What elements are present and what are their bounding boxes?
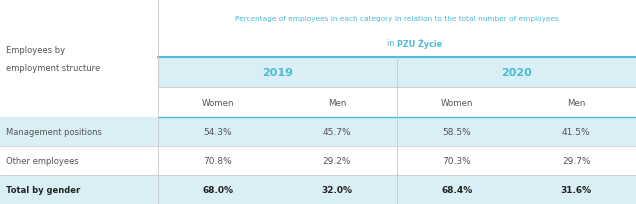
Text: 2020: 2020 bbox=[501, 68, 532, 78]
Text: 68.0%: 68.0% bbox=[202, 185, 233, 194]
Text: 45.7%: 45.7% bbox=[322, 127, 352, 136]
Text: 58.5%: 58.5% bbox=[442, 127, 471, 136]
Text: 70.3%: 70.3% bbox=[442, 156, 471, 165]
Text: 54.3%: 54.3% bbox=[203, 127, 232, 136]
Text: Women: Women bbox=[201, 98, 234, 107]
Bar bbox=[158, 58, 636, 88]
Text: 29.7%: 29.7% bbox=[562, 156, 591, 165]
Bar bbox=[0, 146, 636, 175]
Text: Management positions: Management positions bbox=[6, 127, 102, 136]
Text: 2019: 2019 bbox=[262, 68, 293, 78]
Text: in: in bbox=[387, 39, 397, 48]
Bar bbox=[158, 88, 636, 117]
Text: PZU Życie: PZU Życie bbox=[397, 39, 442, 49]
Text: 70.8%: 70.8% bbox=[203, 156, 232, 165]
Bar bbox=[158, 0, 636, 58]
Text: Employees by: Employees by bbox=[6, 46, 66, 55]
Bar bbox=[0, 117, 636, 146]
Text: 29.2%: 29.2% bbox=[323, 156, 351, 165]
Text: 68.4%: 68.4% bbox=[441, 185, 473, 194]
Text: Men: Men bbox=[567, 98, 585, 107]
Text: Other employees: Other employees bbox=[6, 156, 79, 165]
Bar bbox=[0, 0, 158, 204]
Text: Total by gender: Total by gender bbox=[6, 185, 81, 194]
Text: 41.5%: 41.5% bbox=[562, 127, 591, 136]
Text: 31.6%: 31.6% bbox=[561, 185, 591, 194]
Text: 32.0%: 32.0% bbox=[322, 185, 352, 194]
Text: Percentage of employees in each category in relation to the total number of empl: Percentage of employees in each category… bbox=[235, 16, 559, 22]
Text: employment structure: employment structure bbox=[6, 63, 100, 72]
Bar bbox=[0, 175, 636, 204]
Text: Men: Men bbox=[328, 98, 346, 107]
Text: Women: Women bbox=[440, 98, 473, 107]
